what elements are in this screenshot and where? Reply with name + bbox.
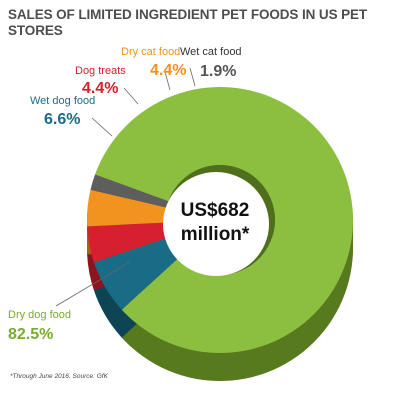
slice-name-dry-cat-food: Dry cat food (121, 46, 180, 58)
chart-title: SALES OF LIMITED INGREDIENT PET FOODS IN… (8, 7, 368, 38)
slice-value-dog-treats: 4.4% (82, 80, 118, 97)
slice-name-dry-dog-food: Dry dog food (8, 309, 71, 321)
slice-wet-cat-food (90, 174, 169, 208)
leader-line-wet-dog-food (91, 117, 113, 137)
slice-dry-dog-food (95, 87, 354, 353)
slice-value-dry-dog-food: 82.5% (8, 326, 53, 343)
center-label-line-2: million* (181, 224, 250, 245)
leader-line-dry-cat-food (164, 71, 171, 91)
leader-line-wet-cat-food (189, 67, 196, 87)
slice-dog-treats (87, 222, 168, 263)
slice-value-wet-dog-food: 6.6% (44, 111, 80, 128)
slice-value-dry-cat-food: 4.4% (150, 62, 186, 79)
donut-hole (163, 172, 269, 276)
footnote: *Through June 2016. Source: GfK (10, 373, 108, 380)
leader-line-dog-treats (123, 87, 139, 105)
slice-value-wet-cat-food: 1.9% (200, 63, 236, 80)
slice-name-wet-cat-food: Wet cat food (180, 46, 242, 58)
leader-line-dry-dog-food (55, 261, 131, 307)
slice-name-dog-treats: Dog treats (75, 65, 126, 77)
slice-dry-cat-food (87, 189, 167, 227)
center-label-line-1: US$682 (181, 200, 250, 221)
slice-wet-dog-food (93, 237, 180, 310)
slice-name-wet-dog-food: Wet dog food (30, 95, 95, 107)
